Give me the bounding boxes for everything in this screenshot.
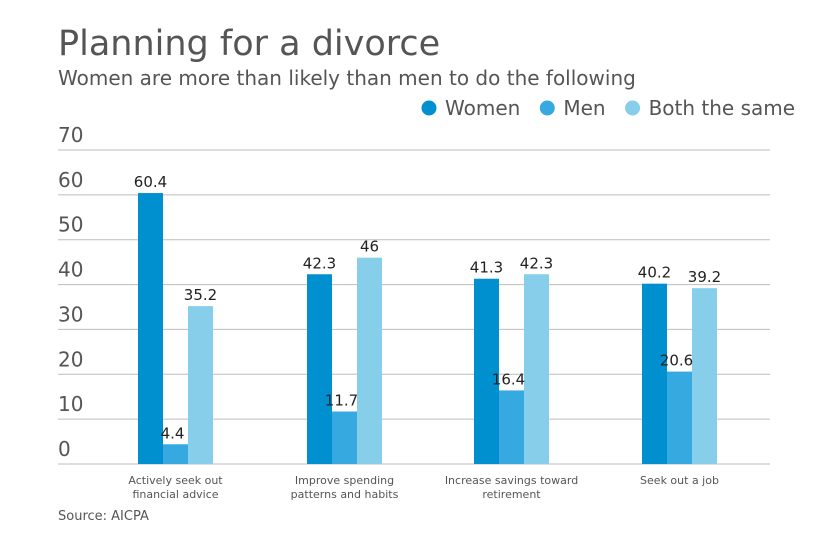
legend-item: Both the same [625, 96, 795, 120]
y-tick-label: 70 [58, 123, 83, 147]
bar-women [474, 278, 499, 464]
legend-marker [539, 100, 555, 116]
legend-item: Women [421, 96, 520, 120]
y-tick-label: 0 [58, 437, 71, 461]
legend-marker [625, 100, 641, 116]
data-label: 41.3 [470, 259, 503, 277]
bar-men [163, 444, 188, 464]
bar-women [138, 193, 163, 464]
legend-item: Men [539, 96, 606, 120]
bar-men [667, 371, 692, 464]
data-label: 46 [360, 238, 379, 256]
category-label: retirement [482, 488, 541, 501]
bar-both-the-same [524, 274, 549, 464]
legend-label: Men [563, 96, 605, 120]
legend-marker [421, 100, 437, 116]
grid: 0 10 20 30 40 50 60 70 [58, 123, 770, 465]
data-label: 35.2 [184, 286, 217, 304]
y-tick-label: 50 [58, 213, 83, 237]
data-label: 40.2 [638, 264, 671, 282]
y-tick-label: 10 [58, 392, 83, 416]
bar-men [332, 411, 357, 464]
y-tick-label: 20 [58, 347, 83, 371]
bar-both-the-same [692, 288, 717, 464]
legend: Women Men Both the same [421, 96, 795, 120]
bar-women [307, 274, 332, 464]
data-label: 20.6 [660, 352, 693, 370]
legend-label: Women [445, 96, 520, 120]
category-label: Increase savings toward [445, 474, 578, 487]
y-tick-label: 30 [58, 302, 83, 326]
bar-women [642, 283, 667, 464]
y-tick-label: 60 [58, 168, 83, 192]
data-label: 42.3 [520, 254, 553, 272]
source-note: Source: AICPA [58, 509, 149, 524]
category-label: Seek out a job [640, 474, 719, 487]
data-labels: 60.4 42.3 41.3 40.2 4.4 11.7 16.4 20.6 35.2 46 42.… [134, 173, 721, 442]
data-label: 16.4 [492, 370, 525, 388]
category-label: patterns and habits [291, 488, 399, 501]
bar-both-the-same [357, 257, 382, 464]
y-tick-label: 40 [58, 258, 83, 282]
category-label: Improve spending [295, 474, 394, 487]
category-label: Actively seek out [128, 474, 223, 487]
data-label: 11.7 [325, 392, 358, 410]
legend-label: Both the same [649, 96, 795, 120]
data-label: 42.3 [303, 254, 336, 272]
data-label: 39.2 [688, 268, 721, 286]
data-label: 4.4 [161, 424, 185, 442]
chart-subtitle: Women are more than likely than men to d… [58, 66, 636, 90]
bars [138, 193, 717, 464]
data-label: 60.4 [134, 173, 167, 191]
bar-men [499, 390, 524, 464]
bar-both-the-same [188, 306, 213, 464]
category-label: financial advice [132, 488, 218, 501]
chart-title: Planning for a divorce [58, 24, 440, 64]
